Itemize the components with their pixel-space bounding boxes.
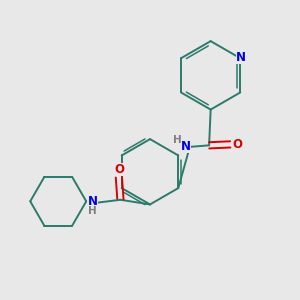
Text: O: O	[232, 138, 242, 151]
Text: H: H	[173, 135, 182, 145]
Text: O: O	[114, 163, 124, 176]
Text: H: H	[88, 206, 97, 216]
Text: N: N	[181, 140, 191, 153]
Text: N: N	[88, 195, 98, 208]
Text: N: N	[236, 51, 246, 64]
